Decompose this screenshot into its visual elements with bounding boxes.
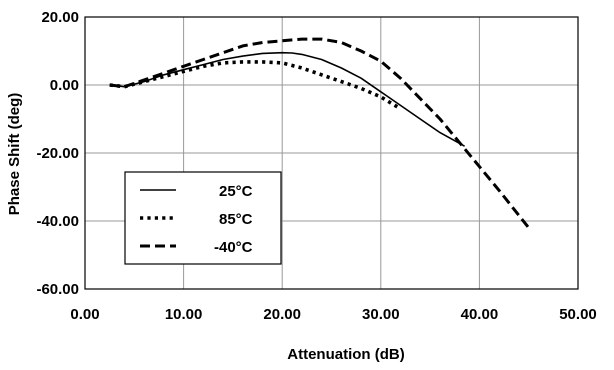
y-tick-label: -40.00 [36,213,79,230]
series-line-1 [109,60,402,111]
x-tick-label: 20.00 [263,306,301,323]
plot-area-frame [84,16,579,290]
x-tick-label: 30.00 [362,306,400,323]
x-tick-label: 40.00 [461,306,499,323]
series-layer [109,37,530,229]
series-line-0 [109,51,465,147]
y-tick-label: 20.00 [41,9,79,26]
x-tick-label: 50.00 [559,306,597,323]
y-axis-ticks: 20.00 0.00 -20.00 -40.00 -60.00 [36,9,79,298]
y-tick-label: 0.00 [50,77,79,94]
series-line-2 [109,37,530,229]
legend-label-25c: 25°C [219,183,253,200]
legend: 25°C 85°C -40°C [124,171,282,265]
legend-label-85c: 85°C [219,211,253,228]
x-axis-ticks: 0.00 10.00 20.00 30.00 40.00 50.00 [70,306,596,323]
y-axis-title: Phase Shift (deg) [6,93,23,216]
x-tick-label: 0.00 [70,306,99,323]
y-tick-label: -60.00 [36,281,79,298]
x-tick-label: 10.00 [165,306,203,323]
legend-box [124,171,282,265]
legend-label-minus40c: -40°C [214,239,253,256]
x-axis-title: Attenuation (dB) [287,346,404,363]
y-tick-label: -20.00 [36,145,79,162]
